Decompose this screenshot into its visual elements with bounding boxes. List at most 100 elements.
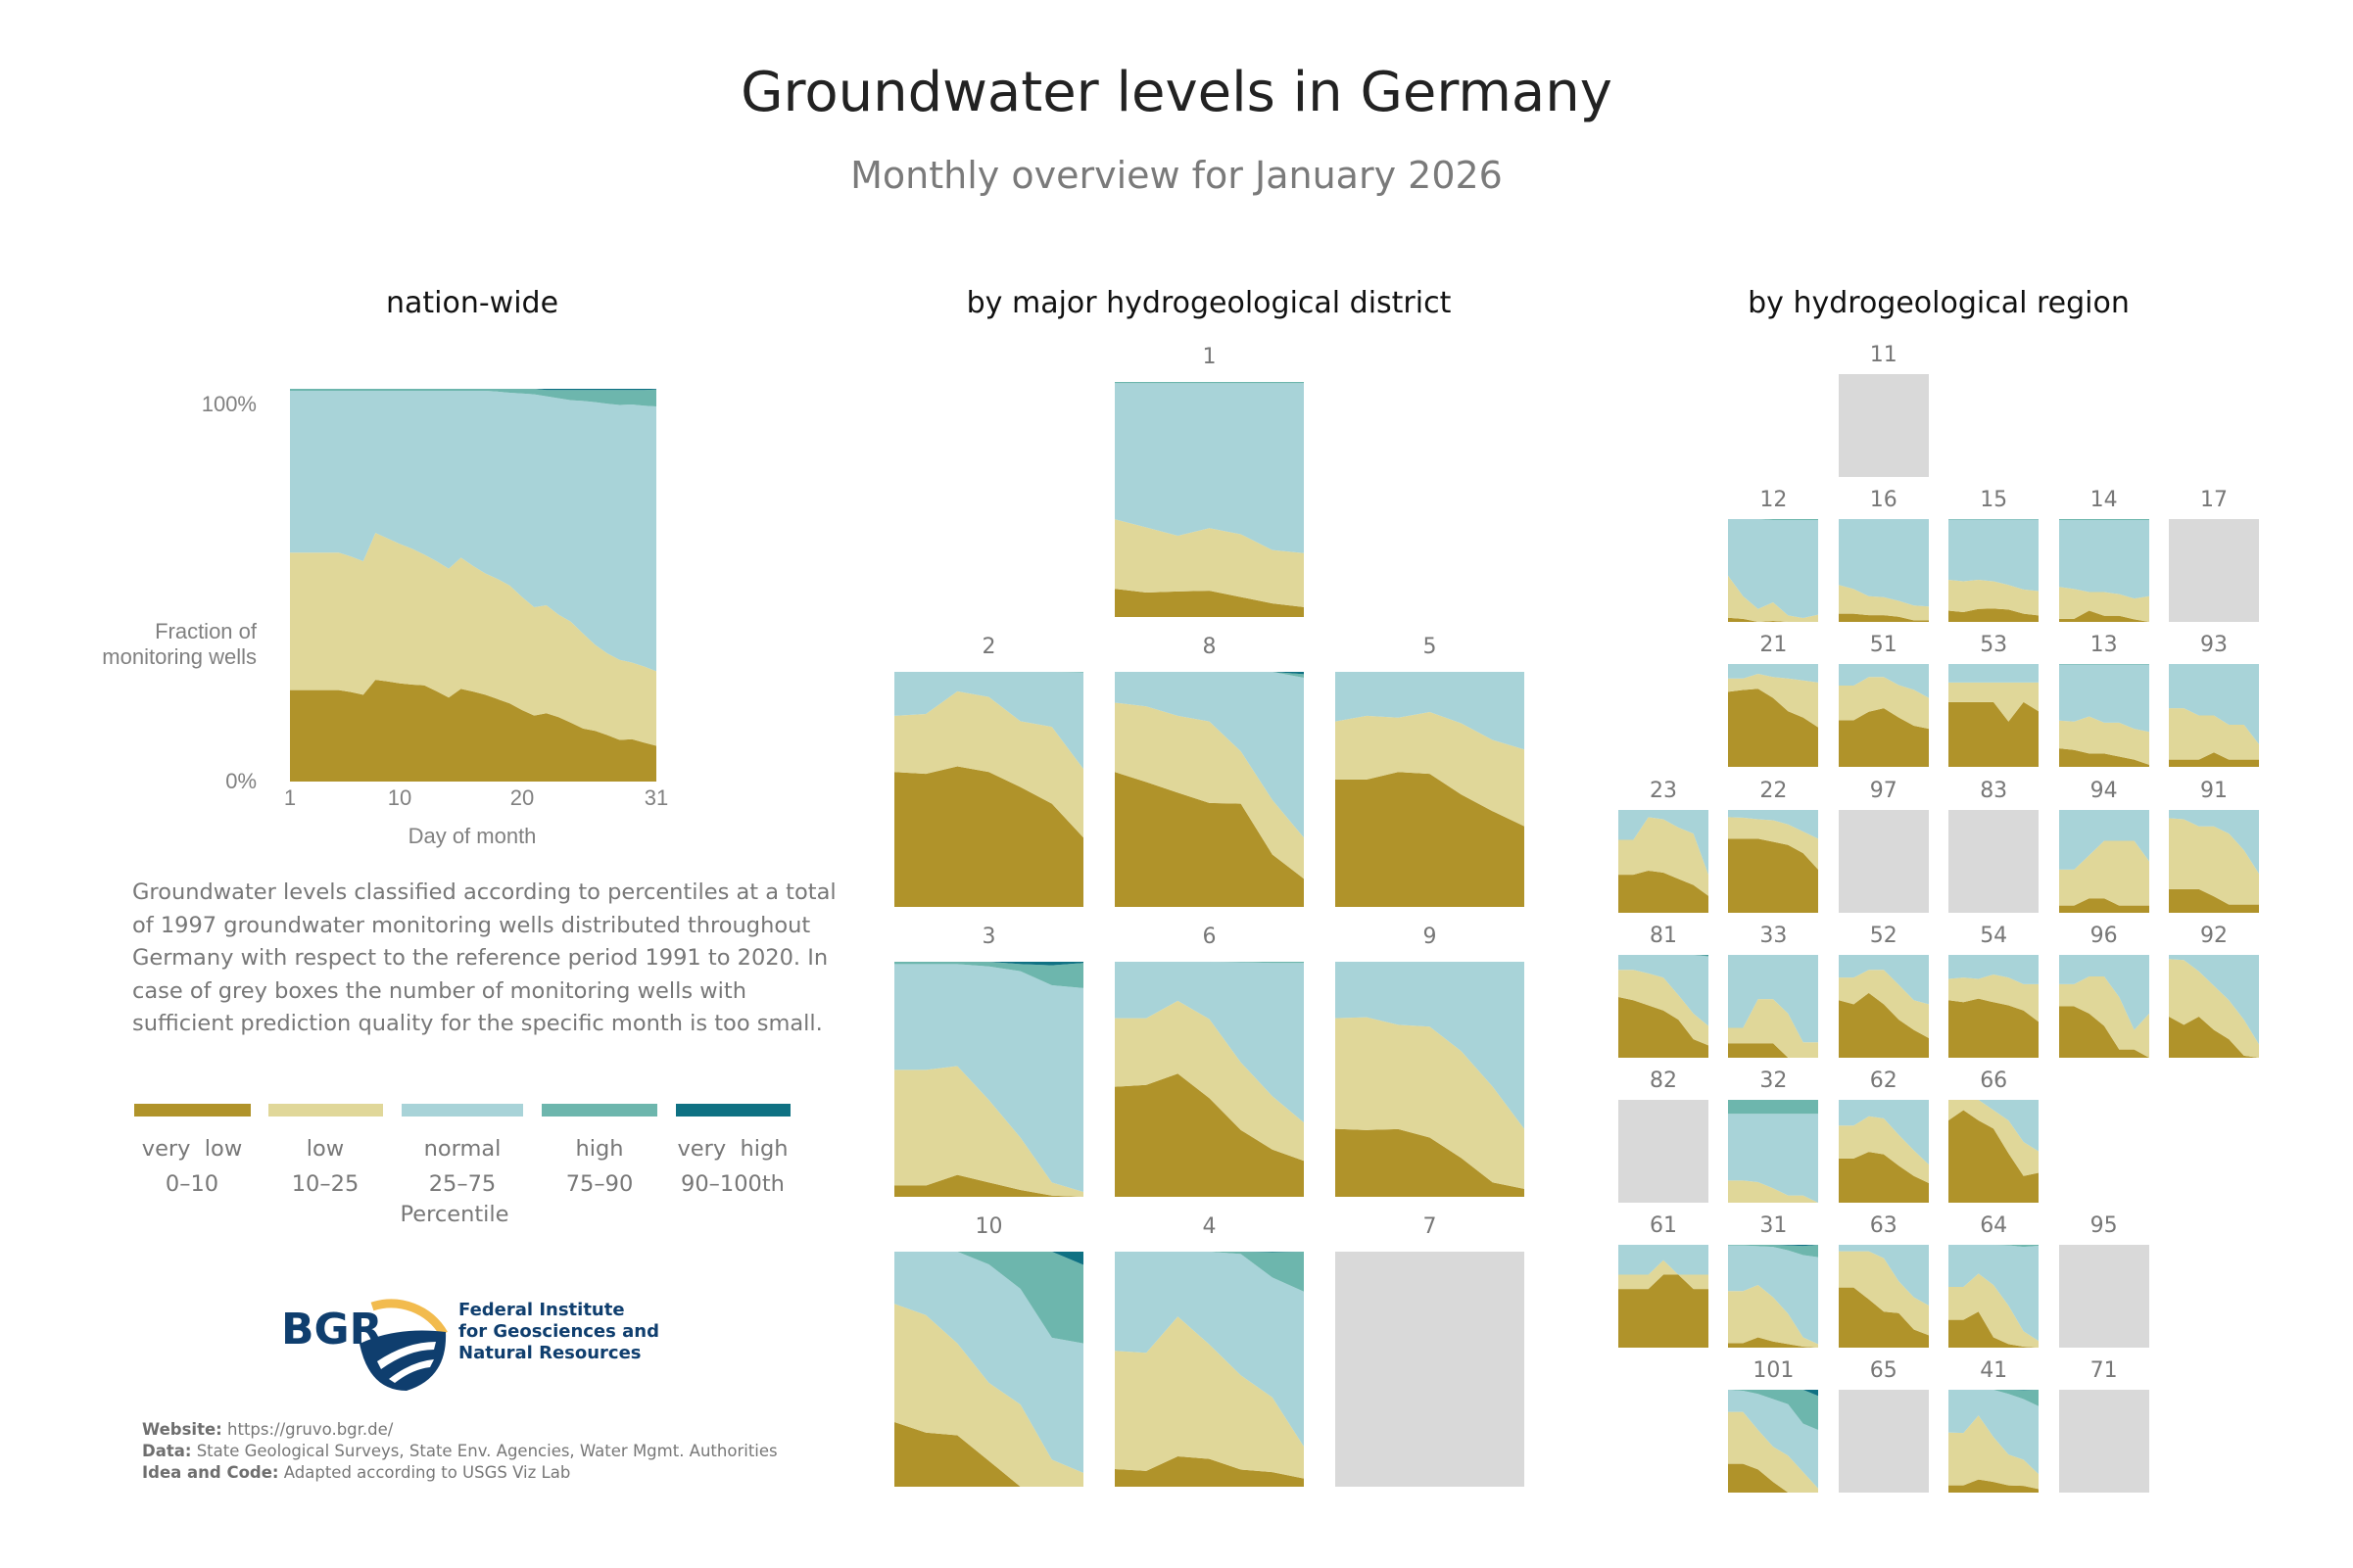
- area-normal: [1728, 809, 1819, 838]
- nation-wide-area-chart: [290, 389, 656, 782]
- panel-label-14: 14: [2089, 488, 2118, 513]
- panel-83: [1948, 809, 2040, 913]
- area-low: [1728, 1411, 1819, 1494]
- footer-label: Data:: [142, 1442, 192, 1460]
- area-very-low: [1948, 998, 2040, 1058]
- area-low: [1838, 1251, 1929, 1336]
- area-very-low: [2058, 748, 2149, 768]
- area-normal: [2058, 520, 2149, 599]
- panel-label-66: 66: [1980, 1069, 2008, 1093]
- panel-93: [2169, 664, 2259, 768]
- area-very-low: [290, 680, 656, 782]
- panel-label-3: 3: [982, 925, 996, 949]
- panel-64: [1948, 1245, 2040, 1349]
- logo-text-line-2: for Geosciences and: [458, 1321, 659, 1342]
- area-very-low: [1728, 1043, 1819, 1058]
- area-very-low: [1948, 702, 2040, 768]
- legend-name: normal: [423, 1136, 502, 1162]
- area-high: [1728, 519, 1819, 521]
- area-low: [1948, 580, 2040, 616]
- panel-label-2: 2: [982, 635, 996, 659]
- panel-94: [2058, 809, 2149, 913]
- area-normal: [1948, 954, 2040, 984]
- area-normal: [1838, 664, 1929, 699]
- area-high: [1115, 382, 1304, 384]
- panel-label-21: 21: [1759, 633, 1788, 658]
- area-low: [1728, 1180, 1819, 1203]
- panel-label-61: 61: [1650, 1213, 1677, 1239]
- no-data-box: [1618, 1100, 1708, 1203]
- panel-label-32: 32: [1759, 1069, 1788, 1093]
- panel-label-33: 33: [1759, 923, 1788, 948]
- panel-13: [2058, 664, 2149, 768]
- area-low: [1948, 1415, 2040, 1490]
- area-low: [1115, 1000, 1304, 1162]
- panel-label-53: 53: [1980, 633, 2008, 658]
- panel-label-23: 23: [1650, 778, 1677, 803]
- panel-32: [1728, 1100, 1819, 1203]
- area-low: [1115, 702, 1304, 879]
- panel-91: [2169, 809, 2259, 913]
- panel-96: [2058, 954, 2149, 1058]
- panel-label-65: 65: [1869, 1358, 1897, 1384]
- website-link[interactable]: https://gruvo.bgr.de/: [227, 1420, 394, 1439]
- no-data-box: [2169, 519, 2259, 623]
- area-normal: [1618, 954, 1708, 1026]
- panel-label-64: 64: [1980, 1213, 2008, 1239]
- area-very-high: [1115, 672, 1304, 675]
- panel-label-16: 16: [1869, 488, 1897, 513]
- panel-label-9: 9: [1422, 925, 1437, 949]
- area-high: [1948, 519, 2040, 520]
- panel-41: [1948, 1390, 2040, 1494]
- area-normal: [1618, 1245, 1708, 1275]
- legend-title: Percentile: [400, 1202, 509, 1227]
- area-normal: [1618, 809, 1708, 875]
- area-low: [1728, 1285, 1819, 1349]
- no-data-box: [1948, 809, 2040, 913]
- area-very-low: [894, 1422, 1083, 1487]
- bgr-logo: BGR: [281, 1299, 448, 1391]
- area-low: [1115, 1316, 1304, 1479]
- no-data-box: [1838, 374, 1929, 477]
- area-normal: [1948, 1245, 2040, 1342]
- area-low: [1838, 585, 1929, 621]
- area-normal: [1838, 1245, 1929, 1307]
- area-very-low: [894, 1174, 1083, 1197]
- area-high: [894, 962, 1083, 988]
- area-low: [1728, 998, 1819, 1058]
- area-normal: [1115, 383, 1304, 553]
- area-high: [1115, 1252, 1304, 1292]
- panel-81: [1618, 954, 1708, 1058]
- area-high: [1115, 962, 1304, 964]
- area-normal: [1335, 672, 1524, 750]
- area-low: [1948, 1273, 2040, 1349]
- panel-14: [2058, 519, 2149, 623]
- panel-label-95: 95: [2089, 1213, 2118, 1239]
- legend-item-very-low: very low 0–10: [142, 1131, 242, 1202]
- area-normal: [1838, 954, 1929, 1005]
- area-normal: [1115, 962, 1304, 1123]
- panel-16: [1838, 519, 1929, 623]
- area-low: [1335, 712, 1524, 827]
- legend-range: 25–75: [428, 1171, 497, 1197]
- no-data-box: [2058, 1390, 2149, 1494]
- area-high: [290, 389, 656, 407]
- area-low: [1838, 1116, 1929, 1184]
- area-low: [1948, 974, 2040, 1022]
- area-normal: [1948, 1100, 2040, 1152]
- area-very-low: [2058, 897, 2149, 913]
- legend-name: low: [306, 1136, 345, 1162]
- y-axis-label: Fraction of monitoring wells: [102, 619, 257, 669]
- area-normal: [1838, 1100, 1929, 1165]
- area-normal: [1115, 672, 1304, 838]
- area-low: [1838, 677, 1929, 730]
- area-normal: [2058, 954, 2149, 1030]
- panel-17: [2169, 519, 2259, 623]
- area-low: [894, 1066, 1083, 1197]
- page-title: Groundwater levels in Germany: [741, 61, 1612, 124]
- panel-label-7: 7: [1422, 1214, 1437, 1239]
- area-normal: [1728, 1390, 1819, 1490]
- legend-name: very high: [677, 1136, 789, 1162]
- area-very-low: [1838, 992, 1929, 1058]
- area-high: [1948, 1390, 2040, 1407]
